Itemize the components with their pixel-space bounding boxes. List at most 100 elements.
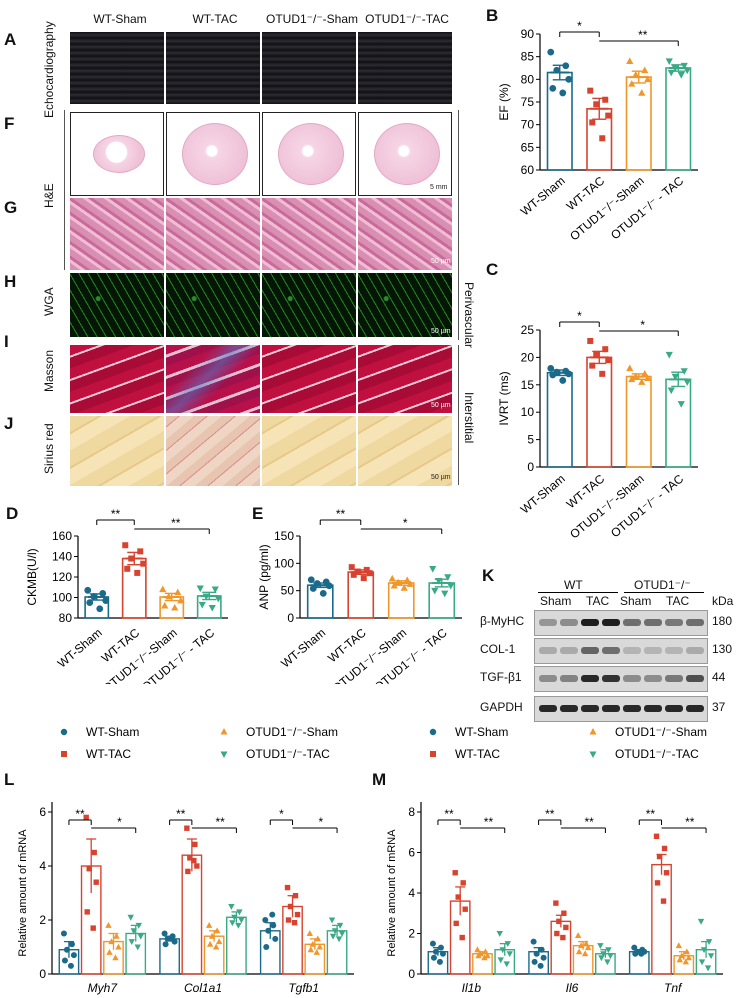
y-tick-label: 15 bbox=[521, 378, 535, 392]
tile-he-4 bbox=[358, 198, 452, 270]
data-point bbox=[531, 958, 538, 965]
panel-label-h: H bbox=[4, 272, 17, 291]
data-point bbox=[581, 950, 589, 957]
tile-wga-2 bbox=[166, 273, 260, 337]
data-point bbox=[238, 917, 245, 924]
data-point bbox=[641, 66, 649, 74]
y-tick-label: 85 bbox=[521, 50, 535, 64]
data-point bbox=[682, 958, 689, 965]
data-point bbox=[626, 364, 634, 372]
blot-band bbox=[602, 675, 620, 682]
data-point bbox=[565, 370, 573, 378]
data-point bbox=[559, 377, 567, 384]
category-label: WT-Sham bbox=[55, 626, 105, 671]
data-point bbox=[127, 914, 134, 921]
data-point bbox=[84, 909, 90, 915]
panel-label-l: L bbox=[4, 770, 15, 789]
bar bbox=[665, 67, 692, 171]
scale-bar-j: 50 µm bbox=[431, 474, 451, 481]
data-point bbox=[208, 604, 216, 612]
data-point bbox=[607, 953, 614, 960]
data-point bbox=[314, 935, 321, 942]
data-point bbox=[168, 935, 175, 942]
sig-label: * bbox=[117, 815, 122, 829]
sig-label: * bbox=[279, 807, 284, 821]
data-point bbox=[128, 939, 135, 945]
data-point bbox=[436, 958, 443, 965]
blot-header-otud1: OTUD1⁻/⁻ bbox=[634, 578, 691, 592]
blot-kda-2: 44 bbox=[712, 670, 726, 684]
category-label: OTUD1⁻/⁻ - TAC bbox=[608, 173, 686, 242]
tile-masson-3 bbox=[262, 345, 356, 413]
panel-label-f: F bbox=[4, 114, 15, 133]
data-point bbox=[602, 96, 609, 103]
data-point bbox=[565, 75, 573, 83]
data-point bbox=[504, 941, 511, 948]
y-axis-label: IVRT (ms) bbox=[497, 371, 511, 425]
data-point bbox=[196, 585, 204, 593]
panel-label-d: D bbox=[6, 504, 19, 523]
data-point bbox=[174, 588, 182, 596]
data-point bbox=[589, 119, 596, 126]
data-point bbox=[214, 595, 222, 603]
blot-membrane-0 bbox=[534, 610, 708, 636]
blot-band bbox=[686, 647, 704, 654]
data-point bbox=[61, 957, 68, 964]
data-point bbox=[128, 555, 135, 562]
y-axis-label: CKMB(U/l) bbox=[25, 548, 39, 605]
data-point bbox=[122, 542, 129, 549]
data-point bbox=[677, 72, 685, 79]
data-point bbox=[208, 932, 216, 939]
data-point bbox=[638, 378, 646, 385]
data-point bbox=[482, 948, 489, 955]
y-tick-label: 75 bbox=[521, 95, 535, 109]
data-point bbox=[86, 599, 94, 607]
legend-marker bbox=[60, 728, 68, 736]
data-point bbox=[338, 931, 346, 937]
data-point bbox=[231, 914, 238, 921]
data-point bbox=[360, 575, 367, 582]
data-point bbox=[697, 918, 705, 925]
y-axis-label: Relative amount of mRNA bbox=[17, 829, 29, 957]
data-point bbox=[447, 582, 455, 590]
data-point bbox=[481, 954, 488, 961]
group-label-interstitial: Interstitial bbox=[462, 392, 476, 444]
data-point bbox=[272, 935, 279, 942]
data-point bbox=[212, 943, 220, 950]
data-point bbox=[348, 564, 355, 571]
data-point bbox=[632, 71, 640, 78]
data-point bbox=[354, 568, 361, 575]
data-point bbox=[285, 917, 292, 923]
data-point bbox=[206, 940, 214, 947]
data-point bbox=[663, 870, 670, 876]
y-tick-label: 0 bbox=[527, 460, 534, 474]
legend-marker bbox=[589, 751, 597, 758]
bar bbox=[651, 863, 672, 975]
data-point bbox=[165, 592, 173, 600]
bar bbox=[546, 371, 573, 468]
tile-wga-4 bbox=[358, 273, 452, 337]
legend-label: WT-Sham bbox=[455, 725, 508, 739]
y-axis-label: ANP (pg/ml) bbox=[257, 544, 271, 609]
data-point bbox=[113, 932, 120, 939]
blot-band bbox=[644, 675, 662, 682]
blot-label-1: COL-1 bbox=[480, 642, 516, 656]
data-point bbox=[562, 62, 570, 70]
sig-label: * bbox=[318, 815, 323, 829]
interstitial-bracket-line bbox=[458, 345, 459, 485]
blot-header-tac-2: TAC bbox=[666, 594, 690, 608]
data-point bbox=[336, 922, 344, 929]
data-point bbox=[350, 571, 357, 578]
blot-band bbox=[560, 705, 578, 712]
data-point bbox=[683, 948, 690, 955]
blot-membrane-2 bbox=[534, 666, 708, 692]
data-point bbox=[437, 944, 444, 951]
data-point bbox=[363, 566, 370, 573]
tile-wga-1 bbox=[70, 273, 164, 337]
blot-kda-0: 180 bbox=[712, 614, 733, 628]
data-point bbox=[441, 590, 449, 598]
y-tick-label: 10 bbox=[521, 405, 535, 419]
y-tick-label: 100 bbox=[274, 556, 294, 570]
scale-bar-i: 50 µm bbox=[431, 402, 451, 409]
